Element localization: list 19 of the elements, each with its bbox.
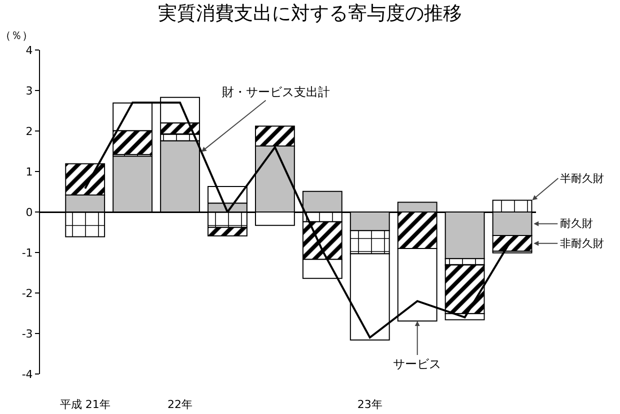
y-tick-label: -4 — [22, 368, 33, 381]
text: 非耐久財 — [560, 237, 604, 250]
chart-title: 実質消費支出に対する寄与度の推移 — [158, 2, 462, 25]
x-tick-label: 23年 — [357, 398, 382, 411]
text: 財・サービス支出計 — [222, 85, 330, 99]
y-tick-label: 1 — [26, 165, 33, 178]
y-tick-label: -1 — [22, 246, 33, 260]
x-tick-label: 平成 21年 — [60, 398, 110, 411]
series-label: サービス — [393, 357, 441, 371]
x-tick-label: 22年 — [168, 398, 193, 411]
y-tick-label: -3 — [22, 327, 33, 340]
y-axis-title: （％） — [0, 29, 33, 42]
y-tick-label: 3 — [26, 84, 33, 98]
text: 耐久財 — [560, 217, 593, 230]
y-tick-label: 2 — [26, 124, 33, 138]
text: 半耐久財 — [560, 172, 604, 185]
y-tick-label: -2 — [22, 286, 33, 300]
y-tick-label: 0 — [26, 206, 33, 219]
y-tick-label: 4 — [26, 44, 33, 57]
